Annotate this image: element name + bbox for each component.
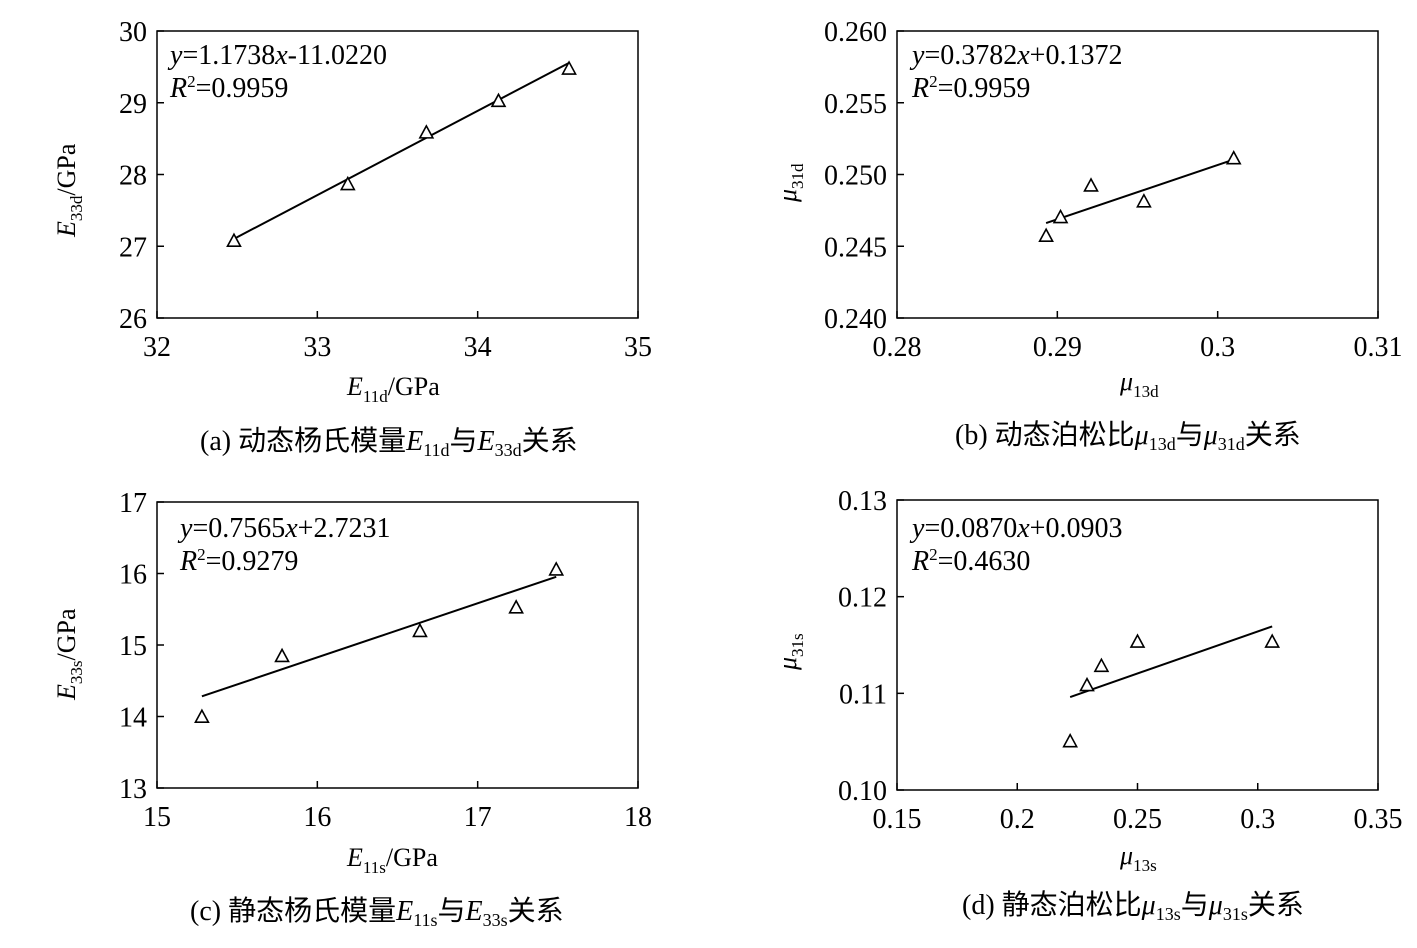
trendline-a (233, 61, 570, 240)
caption-b: (b) 动态泊松比μ13d与μ31d关系 (955, 419, 1301, 454)
y-tick-label: 0.245 (824, 232, 887, 263)
data-point-triangle (490, 92, 507, 108)
r-squared-a: R2=0.9959 (169, 72, 288, 104)
ticks-b (896, 30, 1379, 319)
regression-equation-b: y=0.3782x+0.1372 (909, 40, 1122, 71)
trendline-c (201, 575, 557, 698)
y-tick-label: 0.13 (838, 486, 887, 517)
x-tick-label: 0.15 (873, 804, 922, 835)
y-axis-label-a: E33d/GPa (52, 143, 86, 238)
data-point-triangle (274, 647, 290, 663)
data-point-triangle (1264, 633, 1281, 648)
data-point-triangle (412, 622, 428, 638)
panel-b: 0.240 0.245 0.250 0.255 0.260 0.28 0.29 … (773, 17, 1403, 454)
r-squared-c: R2=0.9279 (179, 545, 298, 577)
data-point-triangle (418, 124, 435, 139)
x-tick-label: 35 (624, 332, 652, 363)
x-tick-label: 17 (464, 802, 492, 833)
y-tick-label: 0.255 (824, 89, 887, 120)
y-tick-label: 29 (119, 89, 147, 120)
x-axis-label-b: μ13d (1119, 367, 1159, 401)
x-tick-label: 0.31 (1354, 332, 1403, 363)
points-a (226, 60, 577, 248)
x-tick-label: 0.3 (1200, 332, 1235, 363)
data-point-triangle (548, 561, 565, 576)
x-tick-label: 34 (464, 332, 492, 363)
data-point-triangle (1093, 657, 1110, 673)
ticks-d (896, 499, 1379, 791)
x-tick-label: 0.35 (1354, 804, 1403, 835)
y-tick-label: 15 (119, 631, 147, 662)
x-tick-label: 0.25 (1113, 804, 1162, 835)
x-tick-label: 15 (143, 802, 171, 833)
y-tick-label: 0.10 (838, 776, 887, 807)
y-tick-label: 14 (119, 703, 147, 734)
x-tick-label: 0.29 (1033, 332, 1082, 363)
x-tick-label: 0.2 (1000, 804, 1035, 835)
data-point-triangle (1136, 193, 1152, 208)
x-tick-label: 18 (624, 802, 652, 833)
x-axis-label-a: E11d/GPa (346, 372, 440, 406)
panel-a: 26 27 28 29 30 32 33 34 35 y=1.1738x-11.… (52, 17, 652, 460)
data-point-triangle (561, 60, 577, 75)
ticks-a (156, 30, 639, 319)
y-tick-label: 27 (119, 232, 147, 263)
points-c (194, 561, 565, 724)
y-axis-label-b: μ31d (773, 163, 807, 203)
data-point-triangle (226, 232, 242, 248)
y-tick-label: 30 (119, 17, 147, 48)
points-d (1062, 633, 1281, 748)
data-point-triangle (1083, 177, 1099, 192)
caption-d: (d) 静态泊松比μ13s与μ31s关系 (962, 889, 1304, 924)
x-axis-label-d: μ13s (1119, 841, 1157, 875)
data-point-triangle (1079, 676, 1095, 692)
y-tick-label: 28 (119, 161, 147, 192)
points-b (1038, 150, 1242, 243)
x-tick-label: 16 (303, 802, 331, 833)
caption-a: (a) 动态杨氏模量E11d与E33d关系 (200, 425, 578, 460)
y-axis-label-c: E33s/GPa (52, 608, 86, 701)
trendline-b (1045, 158, 1235, 225)
y-tick-label: 13 (119, 774, 147, 805)
y-axis-label-d: μ31s (773, 633, 807, 671)
data-point-triangle (1062, 732, 1079, 748)
data-point-triangle (1225, 150, 1242, 165)
data-point-triangle (508, 599, 524, 614)
trendline-d (1069, 625, 1273, 699)
y-tick-label: 0.250 (824, 161, 887, 192)
y-tick-label: 17 (119, 488, 147, 519)
y-tick-label: 16 (119, 560, 147, 591)
panel-c: 13 14 15 16 17 15 16 17 18 y=0.7565x+2.7… (52, 488, 652, 930)
x-tick-label: 33 (303, 332, 331, 363)
y-tick-label: 0.260 (824, 17, 887, 48)
y-tick-label: 26 (119, 304, 147, 335)
y-tick-label: 0.11 (839, 679, 887, 710)
data-point-triangle (194, 708, 210, 724)
caption-c: (c) 静态杨氏模量E11s与E33s关系 (190, 895, 564, 930)
regression-equation-a: y=1.1738x-11.0220 (167, 40, 387, 71)
y-tick-label: 0.12 (838, 583, 887, 614)
panel-d: 0.10 0.11 0.12 0.13 0.15 0.2 0.25 0.3 0.… (773, 486, 1403, 924)
x-tick-label: 32 (143, 332, 171, 363)
x-tick-label: 0.28 (873, 332, 922, 363)
data-point-triangle (1129, 633, 1146, 648)
regression-equation-c: y=0.7565x+2.7231 (177, 513, 390, 544)
r-squared-d: R2=0.4630 (911, 545, 1030, 577)
regression-equation-d: y=0.0870x+0.0903 (909, 513, 1122, 544)
r-squared-b: R2=0.9959 (911, 72, 1030, 104)
data-point-triangle (1038, 227, 1054, 243)
plot-area-c (156, 501, 639, 789)
data-point-triangle (339, 175, 356, 191)
data-point-triangle (1052, 208, 1069, 224)
ticks-c (156, 501, 639, 789)
x-axis-label-c: E11s/GPa (346, 843, 438, 877)
x-tick-label: 0.3 (1240, 804, 1275, 835)
y-tick-label: 0.240 (824, 304, 887, 335)
